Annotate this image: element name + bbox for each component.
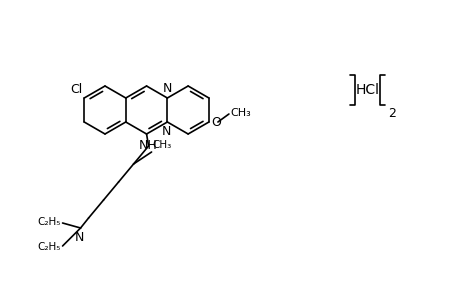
Text: N: N	[162, 82, 172, 95]
Text: Cl: Cl	[70, 83, 82, 96]
Text: C₂H₅: C₂H₅	[37, 242, 61, 252]
Text: NH: NH	[139, 139, 157, 152]
Text: HCl: HCl	[355, 83, 379, 97]
Text: N: N	[75, 231, 84, 244]
Text: CH₃: CH₃	[152, 140, 172, 150]
Text: O: O	[211, 116, 220, 128]
Text: CH₃: CH₃	[230, 108, 250, 118]
Text: C₂H₅: C₂H₅	[37, 217, 61, 227]
Text: N: N	[161, 125, 171, 138]
Text: 2: 2	[387, 107, 395, 120]
